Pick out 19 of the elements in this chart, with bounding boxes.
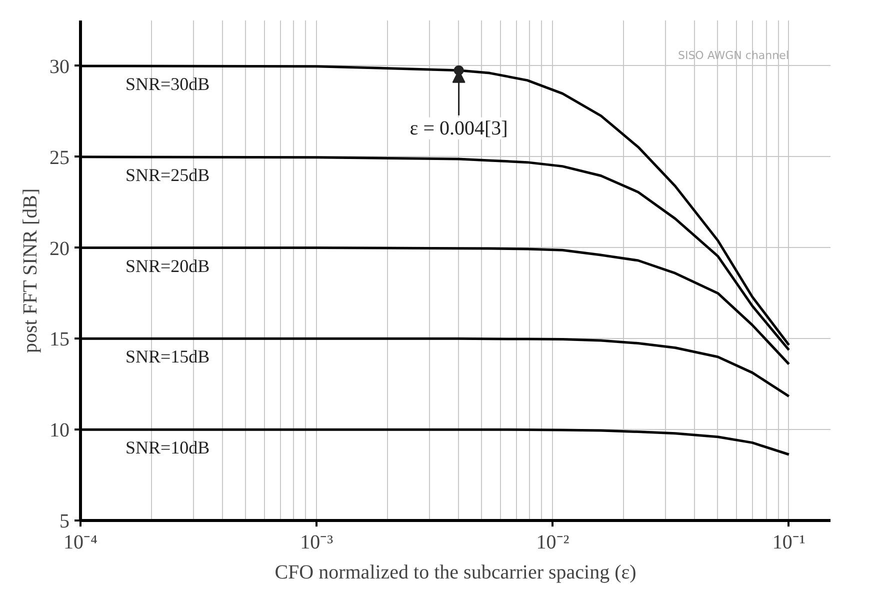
- x-tick-label: 10⁻³: [300, 532, 334, 554]
- series-label: SNR=10dB: [126, 438, 210, 458]
- x-tick-label: 10⁻²: [536, 532, 570, 554]
- series-label: SNR=30dB: [126, 74, 210, 94]
- series-label: SNR=15dB: [126, 346, 210, 367]
- series-label: SNR=20dB: [126, 256, 210, 276]
- annotation: SISO AWGN channel: [678, 48, 789, 62]
- y-tick-label: 10: [50, 420, 70, 442]
- series-label: SNR=25dB: [126, 164, 210, 185]
- y-tick-label: 20: [50, 238, 70, 260]
- annotation: ε = 0.004[3]: [410, 117, 508, 140]
- y-tick-label: 15: [50, 328, 70, 351]
- x-axis-title: CFO normalized to the subcarrier spacing (ε): [274, 562, 636, 584]
- y-axis-title: post FFT SINR [dB]: [20, 188, 42, 354]
- x-tick-label: 10⁻¹: [772, 532, 806, 554]
- y-tick-label: 30: [50, 56, 70, 78]
- y-tick-label: 25: [50, 146, 70, 169]
- y-tick-label: 5: [60, 510, 70, 532]
- x-tick-label: 10⁻⁴: [64, 532, 98, 554]
